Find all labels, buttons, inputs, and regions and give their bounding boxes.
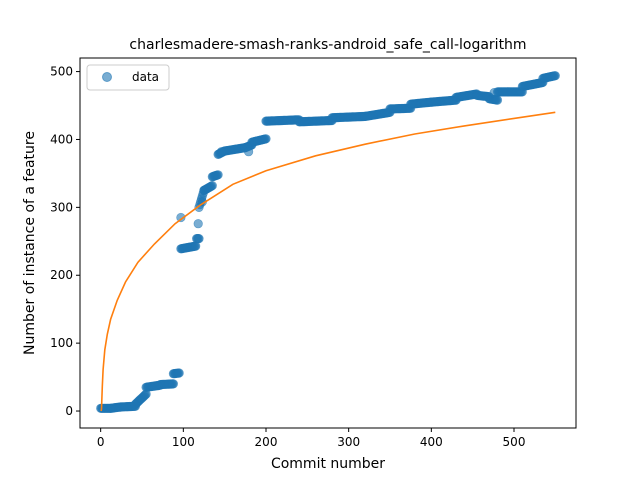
- x-axis-label: Commit number: [271, 456, 385, 472]
- data-point: [207, 181, 217, 191]
- fit-line: [100, 111, 556, 412]
- data-point: [261, 134, 271, 144]
- data-point: [550, 71, 560, 81]
- y-axis-label: Number of instance of a feature: [22, 131, 38, 355]
- legend-label: data: [132, 70, 159, 84]
- legend: data: [86, 64, 170, 91]
- y-tick-label: 200: [50, 268, 73, 282]
- data-point: [168, 379, 178, 389]
- x-tick-label: 400: [420, 435, 443, 449]
- data-point: [244, 147, 254, 157]
- data-point: [216, 147, 226, 157]
- y-tick-label: 400: [50, 132, 73, 146]
- data-point: [194, 234, 204, 244]
- legend-marker: [102, 72, 112, 82]
- data-point: [176, 212, 186, 223]
- y-tick-label: 0: [65, 404, 73, 418]
- x-tick-label: 200: [255, 435, 278, 449]
- x-tick-label: 0: [97, 435, 105, 449]
- y-tick-label: 100: [50, 336, 73, 350]
- x-tick-label: 100: [172, 435, 195, 449]
- chart-title: charlesmadere-smash-ranks-android_safe_c…: [129, 37, 526, 53]
- legend-box: [86, 64, 170, 91]
- data-point: [193, 219, 203, 229]
- x-axis-ticks: 0 100 200 300 400 500: [97, 428, 526, 449]
- x-tick-label: 500: [503, 435, 526, 449]
- series-group: [96, 71, 560, 413]
- axes-frame: [79, 57, 577, 429]
- plot-area: [79, 57, 577, 429]
- y-tick-label: 500: [50, 65, 73, 79]
- data-point: [213, 170, 223, 180]
- y-tick-label: 300: [50, 200, 73, 214]
- x-tick-label: 300: [337, 435, 360, 449]
- data-point: [174, 368, 184, 378]
- y-axis-ticks: 0 100 200 300 400 500: [50, 65, 80, 418]
- data-point: [489, 87, 499, 98]
